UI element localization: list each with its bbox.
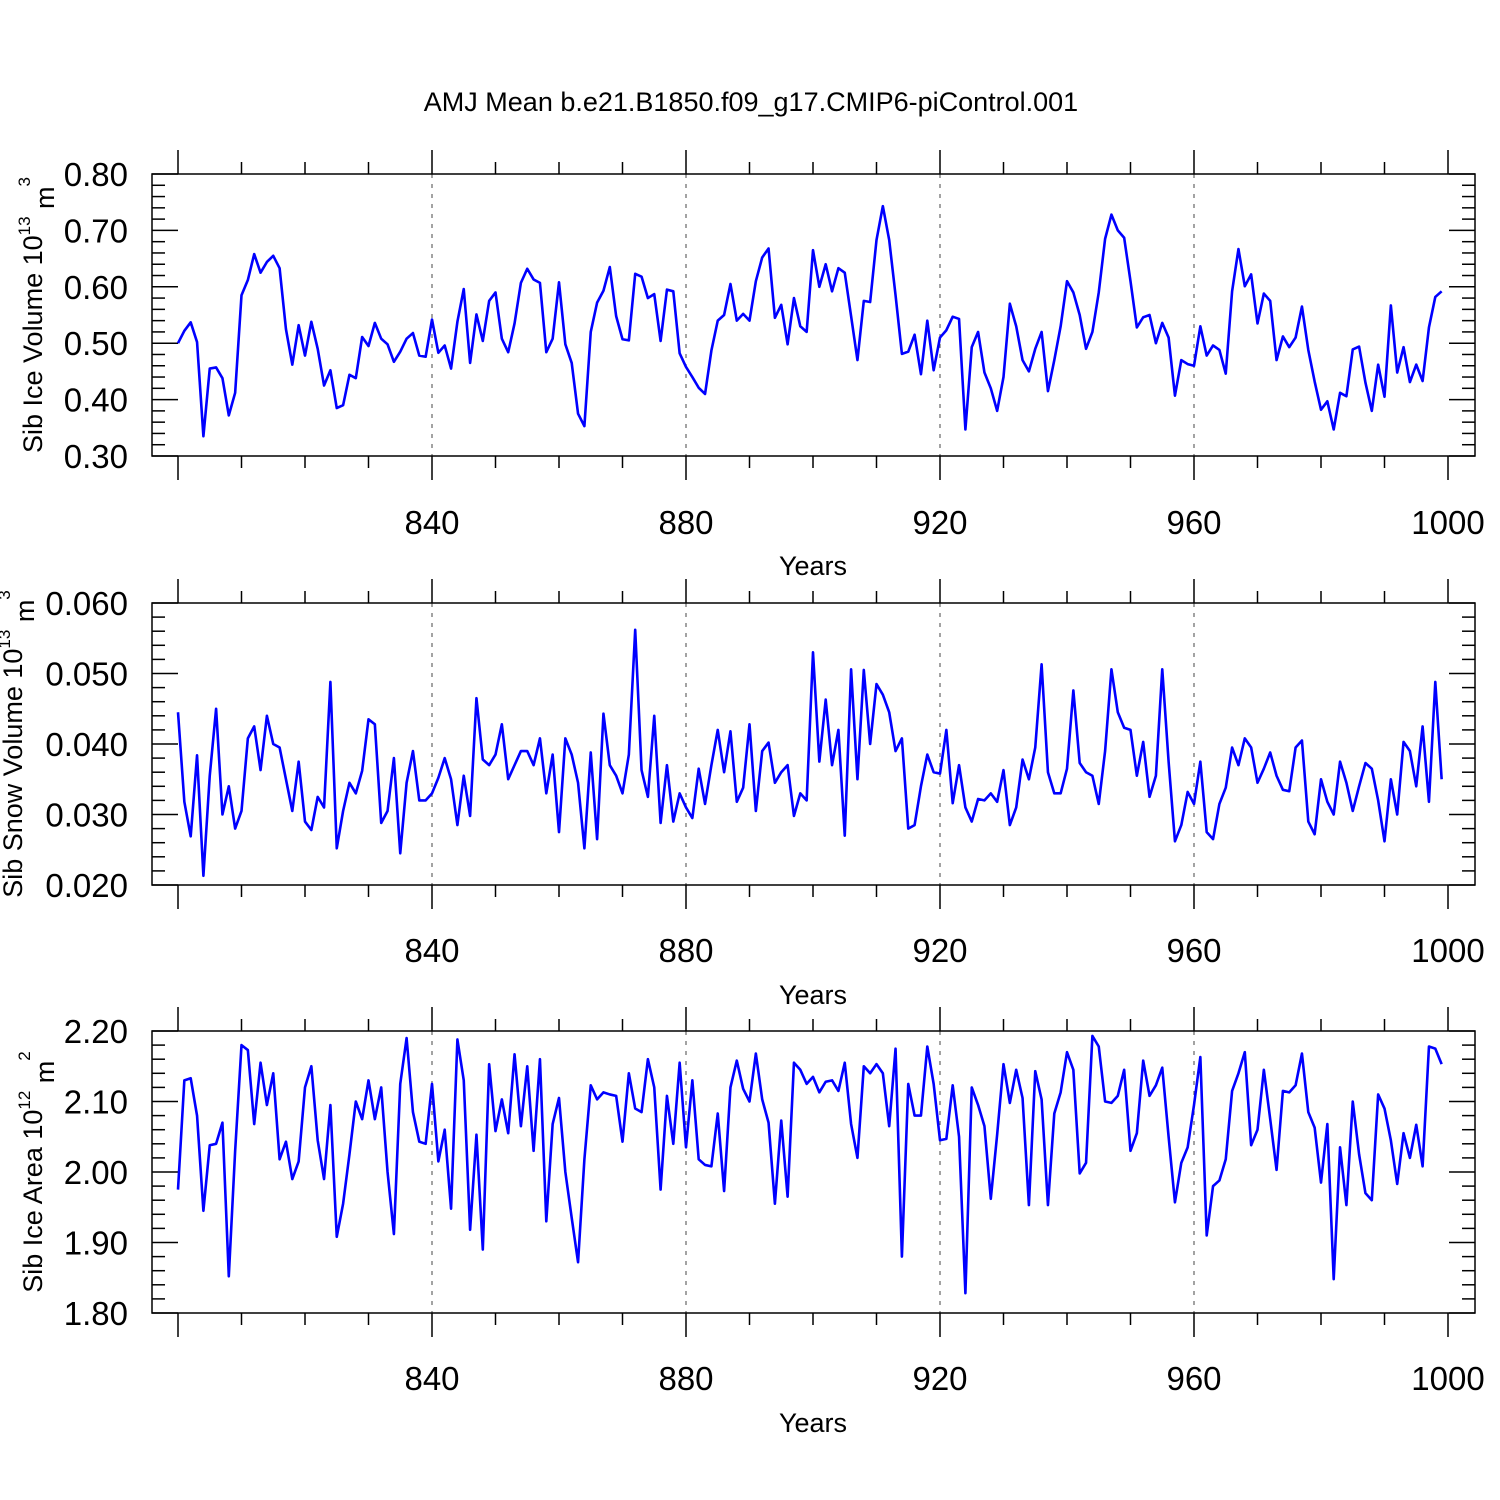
x-tick-label: 880: [658, 1360, 713, 1397]
x-tick-label: 960: [1166, 932, 1221, 969]
y-axis-title-ylabel-unit-sup: 3: [15, 177, 34, 186]
x-tick-label: 920: [912, 932, 967, 969]
y-axis-title: Sib Snow Volume 1013 m3: [0, 590, 40, 898]
y-tick-label: 0.020: [45, 867, 128, 904]
y-tick-label: 0.70: [64, 212, 128, 249]
data-series-line: [176, 1034, 1443, 1295]
y-tick-label: 0.30: [64, 438, 128, 475]
y-tick-label: 2.20: [64, 1013, 128, 1050]
y-axis-title-ylabel-unit-sup: 3: [0, 590, 14, 599]
data-series-line: [176, 628, 1443, 878]
y-axis-title-ylabel-unit-sup: 2: [15, 1051, 34, 1060]
x-tick-label: 1000: [1411, 504, 1484, 541]
y-axis-title-ylabel-main: Sib Ice Volume 10: [18, 235, 48, 453]
x-tick-label: 1000: [1411, 1360, 1484, 1397]
data-series-line: [176, 204, 1443, 438]
y-tick-label: 2.10: [64, 1084, 128, 1121]
y-tick-label: 0.030: [45, 797, 128, 834]
x-tick-label: 960: [1166, 1360, 1221, 1397]
x-tick-label: 960: [1166, 504, 1221, 541]
x-tick-label: 880: [658, 932, 713, 969]
x-tick-label: 840: [404, 1360, 459, 1397]
y-tick-label: 1.80: [64, 1295, 128, 1332]
plot-frame: [151, 602, 1476, 886]
y-tick-label: 0.60: [64, 269, 128, 306]
y-axis-title-ylabel-sup: 13: [15, 216, 34, 235]
y-axis-title-ylabel-unit: m: [10, 600, 40, 630]
y-tick-label: 1.90: [64, 1225, 128, 1262]
y-tick-label: 0.060: [45, 585, 128, 622]
x-tick-label: 840: [404, 932, 459, 969]
chart-title: AMJ Mean b.e21.B1850.f09_g17.CMIP6-piCon…: [424, 87, 1078, 117]
x-tick-label: 920: [912, 504, 967, 541]
y-tick-label: 0.50: [64, 325, 128, 362]
y-tick-label: 2.00: [64, 1154, 128, 1191]
x-tick-label: 1000: [1411, 932, 1484, 969]
plot-frame: [151, 173, 1476, 457]
chart-panel-1: 840 880 920 960 1000 0.30 0.40 0.50 0.60 0.70 0.80…: [15, 150, 1485, 581]
y-axis-title-ylabel-unit: m: [30, 186, 60, 216]
y-axis-title-ylabel-sup: 13: [0, 630, 14, 649]
x-tick-label: 880: [658, 504, 713, 541]
y-axis-title-ylabel-sup: 12: [15, 1091, 34, 1110]
y-tick-label: 0.050: [45, 656, 128, 693]
y-axis-title: Sib Ice Volume 1013 m3: [15, 177, 60, 453]
y-tick-label: 0.40: [64, 382, 128, 419]
y-axis-title-ylabel-unit: m: [30, 1061, 60, 1091]
chart-panel-2: 840 880 920 960 1000 0.020 0.030 0.040 0.050 0.06…: [0, 579, 1485, 1010]
y-axis-title-ylabel-main: Sib Snow Volume 10: [0, 649, 28, 898]
x-axis-title: Years: [779, 551, 847, 581]
y-tick-label: 0.80: [64, 156, 128, 193]
x-tick-label: 920: [912, 1360, 967, 1397]
y-tick-label: 0.040: [45, 726, 128, 763]
x-tick-label: 840: [404, 504, 459, 541]
y-axis-title: Sib Ice Area 1012 m2: [15, 1051, 60, 1293]
x-axis-title: Years: [779, 980, 847, 1010]
y-axis-title-ylabel-main: Sib Ice Area 10: [18, 1110, 48, 1293]
chart-panel-3: 840 880 920 960 1000 1.80 1.90 2.00 2.10 2.20 Year…: [15, 1007, 1485, 1438]
x-axis-title: Years: [779, 1408, 847, 1438]
plot-frame: [151, 1030, 1476, 1314]
